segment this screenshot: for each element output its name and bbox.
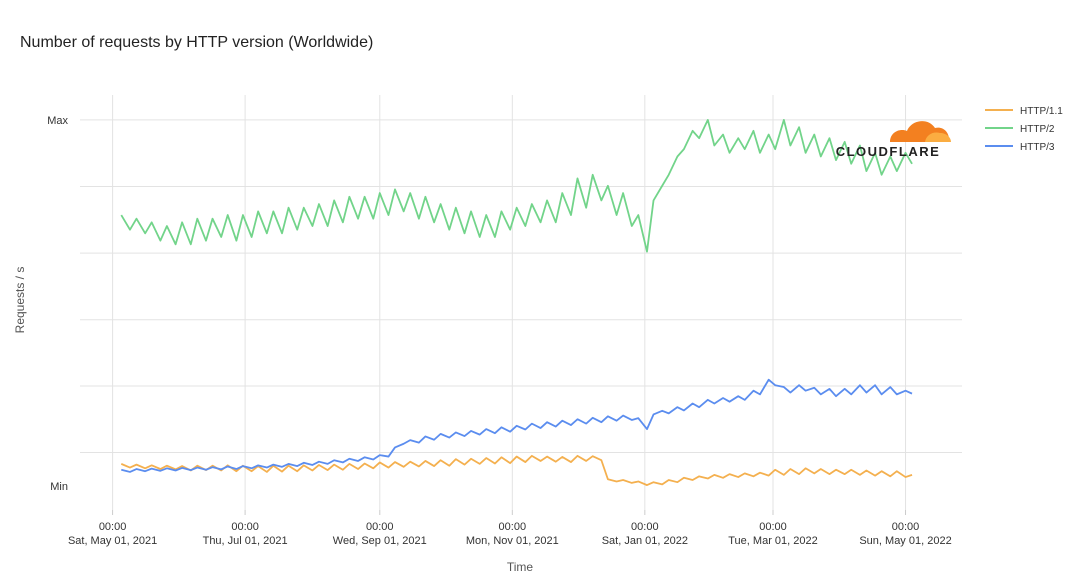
y-tick-label: Min <box>50 481 68 493</box>
y-tick-label: Max <box>47 115 68 127</box>
x-tick-label: 00:00 <box>499 521 527 533</box>
x-tick-label: Wed, Sep 01, 2021 <box>333 535 427 547</box>
legend-label: HTTP/2 <box>1020 124 1055 135</box>
series-line <box>120 454 913 487</box>
x-tick-label: 00:00 <box>366 521 394 533</box>
x-tick-label: Mon, Nov 01, 2021 <box>466 535 559 547</box>
legend-label: HTTP/1.1 <box>1020 106 1063 117</box>
x-tick-label: Tue, Mar 01, 2022 <box>728 535 817 547</box>
x-tick-label: Sun, May 01, 2022 <box>859 535 951 547</box>
series-line <box>121 378 913 473</box>
x-tick-label: Sat, Jan 01, 2022 <box>602 535 688 547</box>
x-tick-label: 00:00 <box>99 521 127 533</box>
logo-cloud <box>925 132 951 142</box>
legend-label: HTTP/3 <box>1020 142 1055 153</box>
logo: CLOUDFLARE <box>836 121 951 159</box>
x-tick-label: 00:00 <box>631 521 659 533</box>
x-tick-label: 00:00 <box>892 521 920 533</box>
x-axis-title: Time <box>507 560 534 574</box>
y-axis-title: Requests / s <box>13 267 27 334</box>
x-tick-label: 00:00 <box>231 521 259 533</box>
chart-title: Number of requests by HTTP version (Worl… <box>20 34 373 51</box>
series-line <box>120 118 913 253</box>
x-tick-label: Sat, May 01, 2021 <box>68 535 157 547</box>
logo-text: CLOUDFLARE <box>836 144 941 159</box>
x-tick-label: 00:00 <box>759 521 787 533</box>
x-tick-label: Thu, Jul 01, 2021 <box>203 535 288 547</box>
